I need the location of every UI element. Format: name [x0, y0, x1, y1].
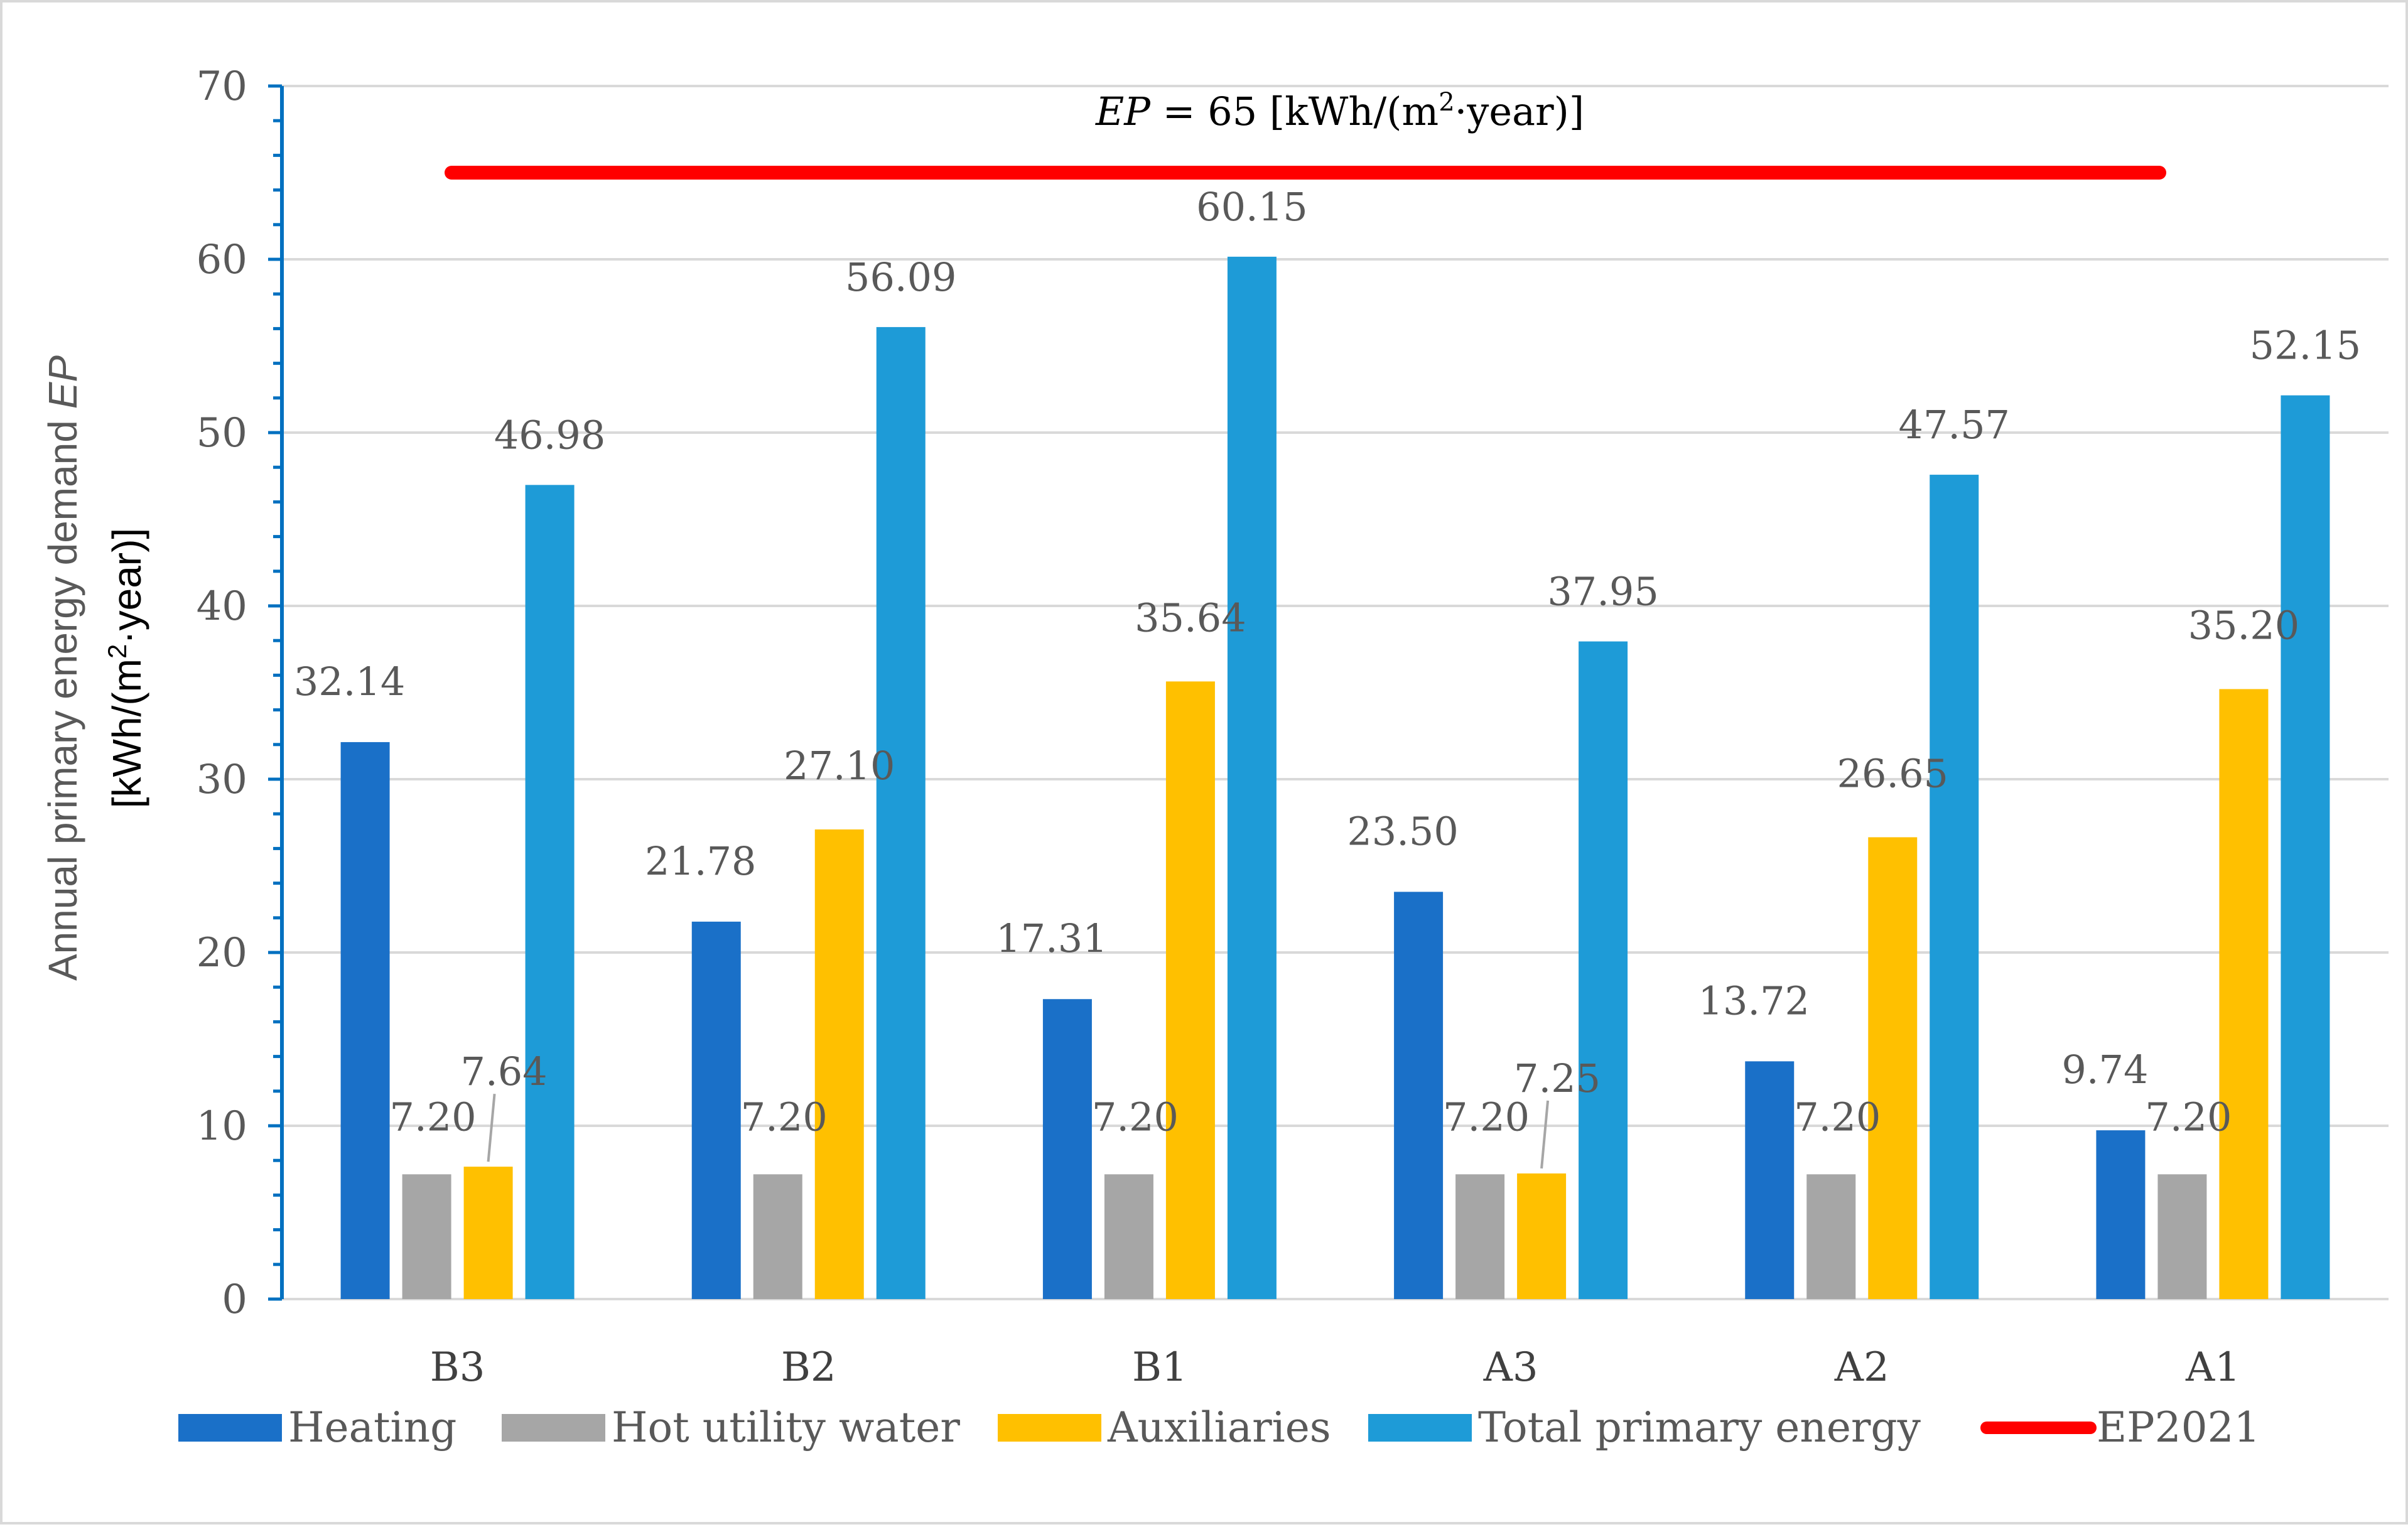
data-label: 9.74 [2061, 1047, 2148, 1093]
y-tick-label: 30 [197, 757, 247, 803]
data-labels: 32.147.207.6446.9821.787.2027.1056.0917.… [294, 184, 2362, 1169]
bar-auxiliaries [1517, 1173, 1567, 1299]
bar-heating [2096, 1130, 2146, 1299]
bar-total-primary-energy [1227, 256, 1277, 1299]
x-tick-label: A1 [2185, 1344, 2240, 1391]
legend-swatch [502, 1414, 605, 1442]
bar-total-primary-energy [2281, 395, 2330, 1300]
data-label: 47.57 [1899, 402, 2011, 448]
legend-swatch [998, 1414, 1101, 1442]
x-tick-label: B1 [1132, 1344, 1187, 1391]
bar-heating [1042, 999, 1092, 1299]
y-tick-label: 20 [197, 930, 247, 976]
legend-label: Total primary energy [1478, 1403, 1921, 1452]
y-axis-unit-prefix: [kWh/(m [104, 659, 149, 808]
bar-heating [340, 742, 390, 1299]
legend-swatch [178, 1414, 282, 1442]
bar-hot-utility-water [1455, 1174, 1505, 1299]
data-label: 7.64 [461, 1049, 548, 1094]
data-label: 7.20 [2145, 1094, 2232, 1140]
bar-total-primary-energy [525, 485, 575, 1299]
data-label: 56.09 [845, 254, 957, 300]
y-tick-label: 10 [197, 1103, 247, 1150]
y-axis-unit-sup: 2 [102, 644, 132, 659]
data-label: 27.10 [784, 743, 895, 789]
data-label: 21.78 [645, 838, 757, 884]
reference-annotation-ep: EP [1095, 89, 1151, 134]
data-label: 7.20 [1092, 1094, 1179, 1140]
data-label: 32.14 [294, 659, 406, 704]
y-axis-title: Annual primary energy demand EP [kWh/(m2… [40, 355, 149, 981]
bar-hot-utility-water [402, 1174, 451, 1299]
bar-auxiliaries [1165, 681, 1215, 1299]
data-label: 23.50 [1347, 808, 1459, 854]
y-tick-label: 60 [197, 237, 247, 283]
data-label: 35.20 [2188, 602, 2300, 648]
y-tick-label: 40 [197, 583, 247, 630]
legend: Heating Hot utility water Auxiliaries Total… [178, 1403, 2260, 1452]
reference-annotation-text: EP = 65 [kWh/(m2·year)] [1095, 88, 1584, 134]
label-leader-line [487, 1093, 496, 1162]
grid-lines [282, 85, 2389, 1300]
y-axis-title-line2: [kWh/(m2·year)] [102, 528, 150, 808]
bar-hot-utility-water [1806, 1174, 1856, 1299]
legend-label: EP2021 [2097, 1403, 2260, 1452]
x-tick-label: A2 [1834, 1344, 1889, 1391]
legend-label: Heating [288, 1403, 456, 1452]
y-axis-title-text: Annual primary energy demand [40, 409, 85, 981]
x-tick-label: B3 [430, 1344, 485, 1391]
bar-auxiliaries [1868, 837, 1918, 1299]
reference-annotation-sup: 2 [1439, 88, 1454, 117]
y-axis-title-ep: EP [40, 355, 85, 409]
bar-total-primary-energy [1930, 475, 1979, 1299]
x-tick-label: A3 [1483, 1344, 1538, 1391]
bar-heating [691, 921, 741, 1299]
bar-hot-utility-water [753, 1174, 802, 1299]
reference-annotation-suffix: ·year)] [1455, 89, 1584, 134]
legend-label: Hot utility water [612, 1403, 960, 1452]
bar-total-primary-energy [1579, 641, 1628, 1299]
bar-hot-utility-water [1104, 1174, 1153, 1299]
x-axis-labels: B3 B2 B1 A3 A2 A1 [430, 1344, 2240, 1391]
label-leader-line [1540, 1100, 1550, 1169]
bar-heating [1394, 892, 1444, 1299]
y-axis-unit-suffix: ·year)] [104, 528, 149, 644]
legend-label: Auxiliaries [1107, 1403, 1331, 1452]
reference-annotation-prefix: = 65 [kWh/(m [1150, 89, 1439, 134]
bar-total-primary-energy [876, 326, 926, 1299]
bar-auxiliaries [2219, 689, 2269, 1299]
x-tick-label: B2 [781, 1344, 836, 1391]
y-axis: 0 10 20 30 40 50 60 70 [197, 63, 284, 1323]
data-label: 7.20 [741, 1094, 828, 1140]
data-label: 7.20 [1794, 1094, 1881, 1140]
reference-annotation: EP = 65 [kWh/(m2·year)] [1095, 88, 1584, 134]
data-label: 26.65 [1837, 750, 1949, 796]
data-label: 17.31 [996, 915, 1108, 961]
data-label: 46.98 [494, 412, 606, 458]
data-label: 60.15 [1196, 184, 1308, 230]
data-label: 7.25 [1514, 1055, 1601, 1101]
legend-swatch [1368, 1414, 1472, 1442]
bar-auxiliaries [814, 829, 864, 1299]
bar-hot-utility-water [2157, 1174, 2207, 1299]
bar-auxiliaries [463, 1167, 513, 1299]
y-tick-label: 70 [197, 63, 247, 110]
data-label: 13.72 [1698, 978, 1810, 1023]
bars [340, 256, 2330, 1300]
data-label: 52.15 [2250, 323, 2362, 369]
y-tick-label: 0 [222, 1276, 247, 1323]
y-axis-title-line1: Annual primary energy demand EP [40, 355, 85, 981]
data-label: 7.20 [390, 1094, 477, 1140]
bar-heating [1745, 1061, 1795, 1299]
data-label: 37.95 [1547, 569, 1659, 615]
data-label: 35.64 [1135, 595, 1246, 640]
data-label: 7.20 [1443, 1094, 1530, 1140]
y-tick-label: 50 [197, 410, 247, 456]
